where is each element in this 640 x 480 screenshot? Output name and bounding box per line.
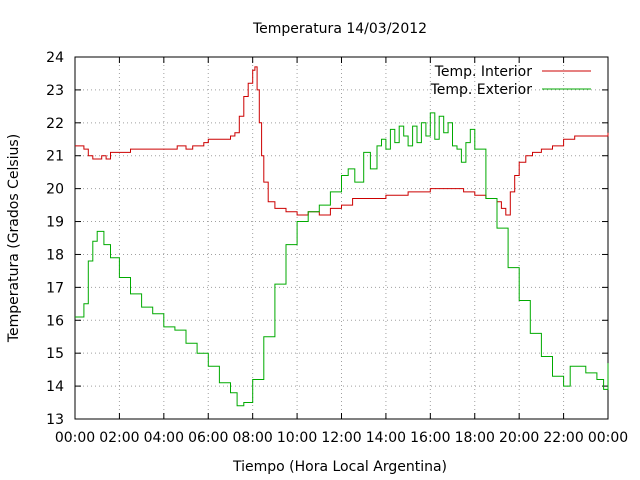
y-tick-label: 17 — [46, 280, 64, 296]
y-axis-title: Temperatura (Grados Celsius) — [6, 134, 22, 343]
x-tick-label: 18:00 — [455, 430, 495, 446]
y-tick-label: 19 — [46, 215, 64, 231]
x-tick-label: 00:00 — [55, 430, 95, 446]
legend-label-interior: Temp. Interior — [434, 64, 533, 80]
series-line-interior — [75, 66, 609, 216]
x-tick-label: 00:00 — [588, 430, 628, 446]
x-tick-labels: 00:00 02:00 04:00 06:00 08:00 10:00 12:00 14:00… — [55, 430, 628, 446]
y-tick-label: 23 — [46, 83, 64, 99]
y-tick-label: 22 — [46, 116, 64, 132]
legend-entry-exterior: Temp. Exterior — [430, 82, 591, 98]
y-tick-label: 21 — [46, 149, 64, 165]
y-tick-label: 24 — [46, 50, 64, 66]
x-tick-label: 02:00 — [99, 430, 139, 446]
y-tick-label: 14 — [46, 379, 64, 395]
x-tick-label: 08:00 — [232, 430, 272, 446]
series-lines — [75, 66, 609, 407]
y-tick-labels: 13 14 15 16 17 18 19 20 21 22 23 24 — [46, 50, 64, 428]
y-tick-label: 20 — [46, 182, 64, 198]
y-tick-label: 15 — [46, 346, 64, 362]
x-tick-label: 16:00 — [410, 430, 450, 446]
x-tick-label: 14:00 — [366, 430, 406, 446]
x-tick-label: 20:00 — [499, 430, 539, 446]
y-tick-label: 16 — [46, 313, 64, 329]
y-tick-label: 13 — [46, 412, 64, 428]
x-tick-label: 22:00 — [543, 430, 583, 446]
x-tick-label: 04:00 — [144, 430, 184, 446]
x-tick-label: 12:00 — [321, 430, 361, 446]
x-tick-label: 10:00 — [277, 430, 317, 446]
chart-title: Temperatura 14/03/2012 — [252, 21, 427, 37]
series-line-exterior — [75, 112, 609, 407]
x-axis-title: Tiempo (Hora Local Argentina) — [232, 459, 447, 475]
legend-entry-interior: Temp. Interior — [434, 64, 591, 80]
legend: Temp. Interior Temp. Exterior — [430, 64, 591, 98]
grid-lines — [75, 57, 608, 419]
legend-label-exterior: Temp. Exterior — [430, 82, 533, 98]
x-tick-label: 06:00 — [188, 430, 228, 446]
axis-ticks — [74, 56, 609, 420]
y-tick-label: 18 — [46, 247, 64, 263]
